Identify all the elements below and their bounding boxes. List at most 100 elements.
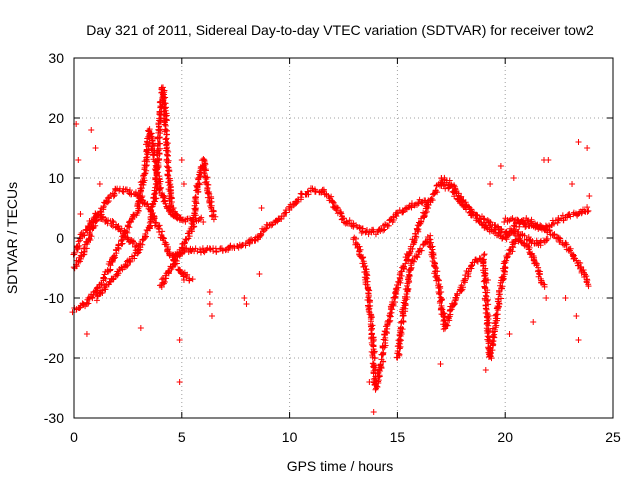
data-point (525, 246, 532, 253)
data-point (379, 351, 386, 358)
data-point (502, 264, 509, 271)
data-point (92, 222, 99, 229)
outlier-point (241, 295, 248, 301)
data-point (536, 271, 543, 278)
data-point (404, 280, 411, 287)
data-point (333, 207, 340, 214)
data-point (242, 242, 249, 249)
data-point (99, 214, 106, 221)
data-point (142, 231, 149, 238)
data-point (402, 308, 409, 315)
data-point (428, 195, 435, 202)
data-point (134, 247, 141, 254)
data-point (487, 345, 494, 352)
data-point (163, 135, 170, 142)
data-point (161, 198, 168, 205)
data-point (89, 295, 96, 302)
data-point (507, 225, 514, 232)
data-point (380, 350, 387, 357)
data-point (432, 187, 439, 194)
data-point (186, 277, 193, 284)
data-point (585, 207, 592, 214)
outlier-point (83, 331, 90, 337)
data-point (359, 254, 366, 261)
x-tick-label: 5 (178, 429, 186, 445)
data-point (444, 322, 451, 329)
data-point (195, 217, 202, 224)
data-point (137, 240, 144, 247)
outlier-point (506, 331, 513, 337)
x-tick-label: 20 (497, 429, 513, 445)
data-point (440, 182, 447, 189)
data-point (225, 247, 232, 254)
data-point (402, 293, 409, 300)
data-point (446, 177, 453, 184)
data-point (465, 270, 472, 277)
data-point (583, 273, 590, 280)
data-point (163, 151, 170, 158)
data-point (401, 263, 408, 270)
data-point (105, 195, 112, 202)
data-point (208, 212, 215, 219)
y-tick-label: 20 (48, 110, 64, 126)
data-point (155, 121, 162, 128)
data-point (473, 257, 480, 264)
data-point (182, 245, 189, 252)
data-point (181, 240, 188, 247)
data-point (100, 206, 107, 213)
data-point (402, 260, 409, 267)
data-point (162, 136, 169, 143)
data-point (85, 300, 92, 307)
data-point (483, 297, 490, 304)
data-point (104, 268, 111, 275)
data-point (163, 275, 170, 282)
data-point (76, 242, 83, 249)
data-point (365, 294, 372, 301)
data-point (491, 326, 498, 333)
data-point (115, 242, 122, 249)
data-point (431, 190, 438, 197)
data-point (73, 263, 80, 270)
data-point (161, 278, 168, 285)
y-axis-label: SDTVAR / TECUs (4, 182, 20, 294)
data-point (406, 249, 413, 256)
data-point (383, 323, 390, 330)
data-point (80, 251, 87, 258)
data-point (165, 269, 172, 276)
data-point (379, 343, 386, 350)
data-point (550, 232, 557, 239)
outlier-point (256, 271, 263, 277)
data-point (268, 222, 275, 229)
outlier-point (487, 181, 494, 187)
outlier-point (77, 211, 84, 217)
outlier-point (569, 181, 576, 187)
data-point (196, 246, 203, 253)
data-point (436, 290, 443, 297)
data-point (357, 246, 364, 253)
data-point (485, 315, 492, 322)
data-point (492, 312, 499, 319)
data-point (438, 297, 445, 304)
data-point (405, 285, 412, 292)
data-point (497, 282, 504, 289)
data-point (135, 207, 142, 214)
data-point (574, 262, 581, 269)
data-point (86, 230, 93, 237)
data-point (109, 223, 116, 230)
data-point (101, 271, 108, 278)
data-point (298, 194, 305, 201)
data-point (158, 231, 165, 238)
data-point (483, 306, 490, 313)
data-point (522, 223, 529, 230)
data-point (156, 145, 163, 152)
data-point (178, 249, 185, 256)
data-point (462, 203, 469, 210)
data-point (413, 233, 420, 240)
outlier-point (584, 145, 591, 151)
data-point (132, 243, 139, 250)
data-point (496, 289, 503, 296)
data-point (550, 220, 557, 227)
data-point (153, 195, 160, 202)
y-tick-label: -10 (44, 290, 64, 306)
data-point (574, 212, 581, 219)
